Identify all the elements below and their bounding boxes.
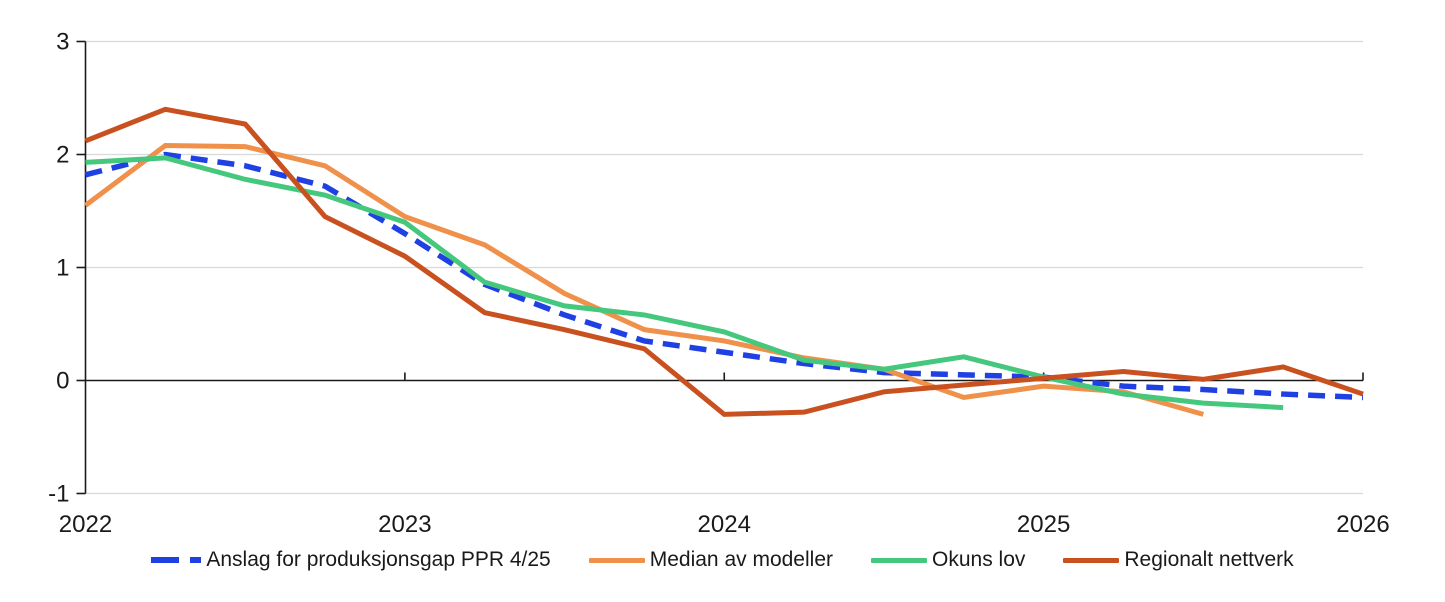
series-line-anslag-for-produksjonsgap-ppr-4-25 [84, 151, 1364, 401]
legend-item-anslag: Anslag for produksjonsgap PPR 4/25 [151, 548, 551, 572]
y-tick-label: 0 [56, 368, 69, 395]
legend-item-median: Median av modeller [588, 548, 833, 572]
series-line-okuns-lov [85, 155, 1284, 411]
x-tick-label: 2024 [698, 511, 751, 538]
dashed-line-swatch-icon [151, 557, 202, 563]
legend-label-regionalt-nettverk: Regionalt nettverk [1124, 548, 1294, 571]
series-line-regionalt-nettverk [84, 106, 1364, 417]
x-tick-label: 2022 [59, 511, 112, 538]
legend-item-regionalt-nettverk: Regionalt nettverk [1063, 548, 1294, 572]
legend-label-median: Median av modeller [649, 548, 833, 571]
y-tick-label: 1 [56, 255, 69, 282]
line-swatch-icon [1063, 557, 1120, 563]
x-tick-label: 2023 [378, 511, 431, 538]
legend-label-anslag: Anslag for produksjonsgap PPR 4/25 [206, 548, 551, 571]
legend-item-okuns-lov: Okuns lov [871, 548, 1025, 572]
legend: Anslag for produksjonsgap PPR 4/25 Media… [0, 548, 1445, 572]
line-swatch-icon [871, 557, 927, 563]
x-tick-label: 2025 [1017, 511, 1070, 538]
line-swatch-icon [588, 557, 645, 563]
x-tick-label: 2026 [1336, 511, 1389, 538]
y-tick-label: 3 [56, 29, 69, 56]
legend-label-okuns-lov: Okuns lov [932, 548, 1026, 571]
y-tick-label: -1 [48, 481, 69, 508]
y-tick-label: 2 [56, 142, 69, 169]
